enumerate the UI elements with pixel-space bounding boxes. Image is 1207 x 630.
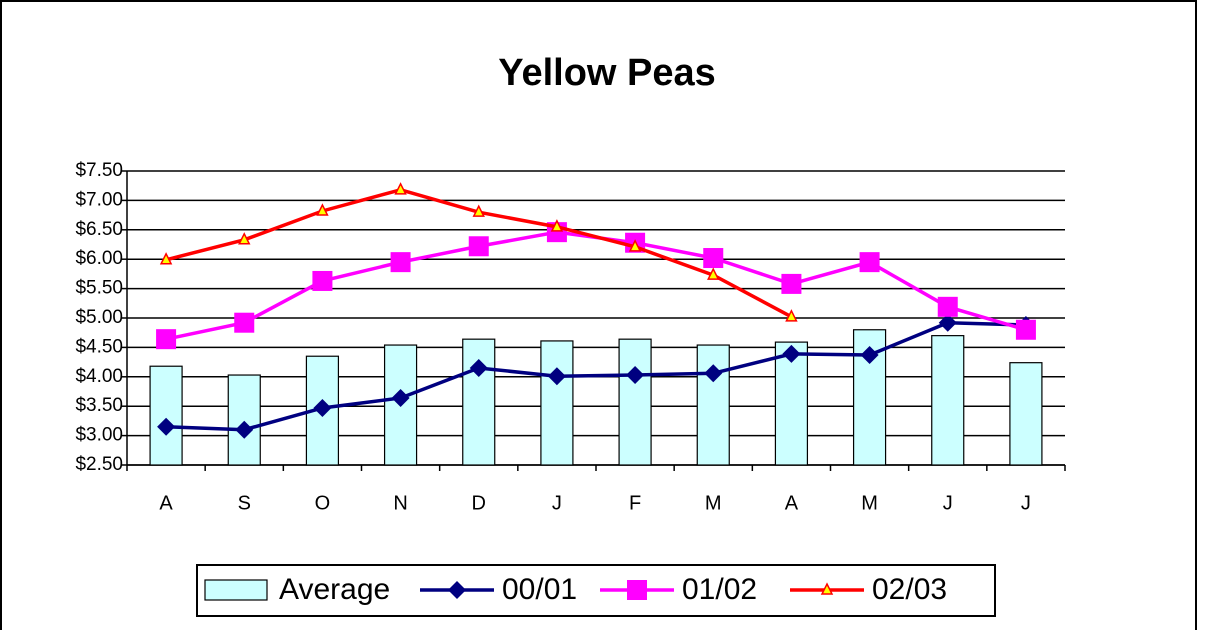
legend-swatch [204, 579, 268, 601]
marker [628, 239, 642, 252]
marker [159, 252, 173, 265]
x-tick-label: A [159, 492, 173, 514]
x-tick-label: A [785, 492, 799, 514]
marker [626, 366, 645, 385]
x-tick-label: N [393, 492, 407, 514]
marker [238, 232, 251, 245]
marker [781, 273, 802, 294]
y-tick-label: $3.00 [75, 425, 123, 446]
marker [704, 364, 723, 383]
marker [313, 398, 332, 417]
y-tick-label: $4.00 [75, 366, 123, 387]
legend-label: 00/01 [502, 573, 577, 606]
y-tick-label: $6.50 [75, 219, 123, 240]
y-tick-label: $6.00 [75, 248, 123, 269]
bar [540, 340, 574, 466]
x-tick-label: M [705, 492, 722, 514]
marker [468, 236, 489, 257]
x-tick-label: O [315, 492, 331, 514]
x-tick-label: J [1021, 492, 1031, 514]
marker [316, 203, 329, 216]
marker [390, 252, 411, 273]
y-tick-label: $5.50 [75, 278, 123, 299]
legend-marker [627, 580, 647, 600]
legend-label: Average [279, 573, 390, 606]
line [166, 320, 1026, 432]
marker [312, 270, 333, 291]
bar [227, 374, 261, 466]
marker [394, 182, 407, 195]
y-tick-label: $2.50 [75, 454, 123, 475]
marker [547, 367, 566, 386]
bar [1009, 362, 1043, 466]
marker [782, 344, 801, 363]
legend-label: 01/02 [682, 573, 757, 606]
y-tick-label: $7.50 [75, 160, 123, 181]
marker [703, 248, 724, 269]
marker [550, 219, 564, 232]
marker [1015, 319, 1036, 340]
marker [785, 309, 798, 322]
x-tick-label: F [629, 492, 641, 514]
marker [938, 313, 957, 332]
marker [235, 420, 254, 439]
chart-title: Yellow Peas [498, 52, 716, 94]
x-tick-label: J [943, 492, 953, 514]
x-tick-label: S [238, 492, 251, 514]
x-tick-label: J [552, 492, 562, 514]
legend-label: 02/03 [872, 573, 947, 606]
y-tick-label: $4.50 [75, 336, 123, 357]
marker [860, 346, 879, 365]
marker [859, 252, 880, 273]
marker [157, 417, 176, 436]
legend-marker [820, 582, 834, 595]
x-tick-label: M [861, 492, 878, 514]
x-tick-label: D [472, 492, 486, 514]
marker [469, 358, 488, 377]
marker [391, 388, 410, 407]
y-tick-label: $5.00 [75, 307, 123, 328]
marker [472, 204, 485, 217]
legend-marker [448, 581, 466, 599]
marker [156, 329, 177, 350]
marker [937, 296, 958, 317]
marker [234, 312, 255, 333]
bar [618, 338, 652, 466]
bar [462, 338, 496, 466]
bar [931, 335, 965, 466]
marker [707, 267, 720, 280]
bar [149, 365, 183, 466]
y-tick-label: $7.00 [75, 189, 123, 210]
bar [696, 344, 730, 466]
y-tick-label: $3.50 [75, 395, 123, 416]
